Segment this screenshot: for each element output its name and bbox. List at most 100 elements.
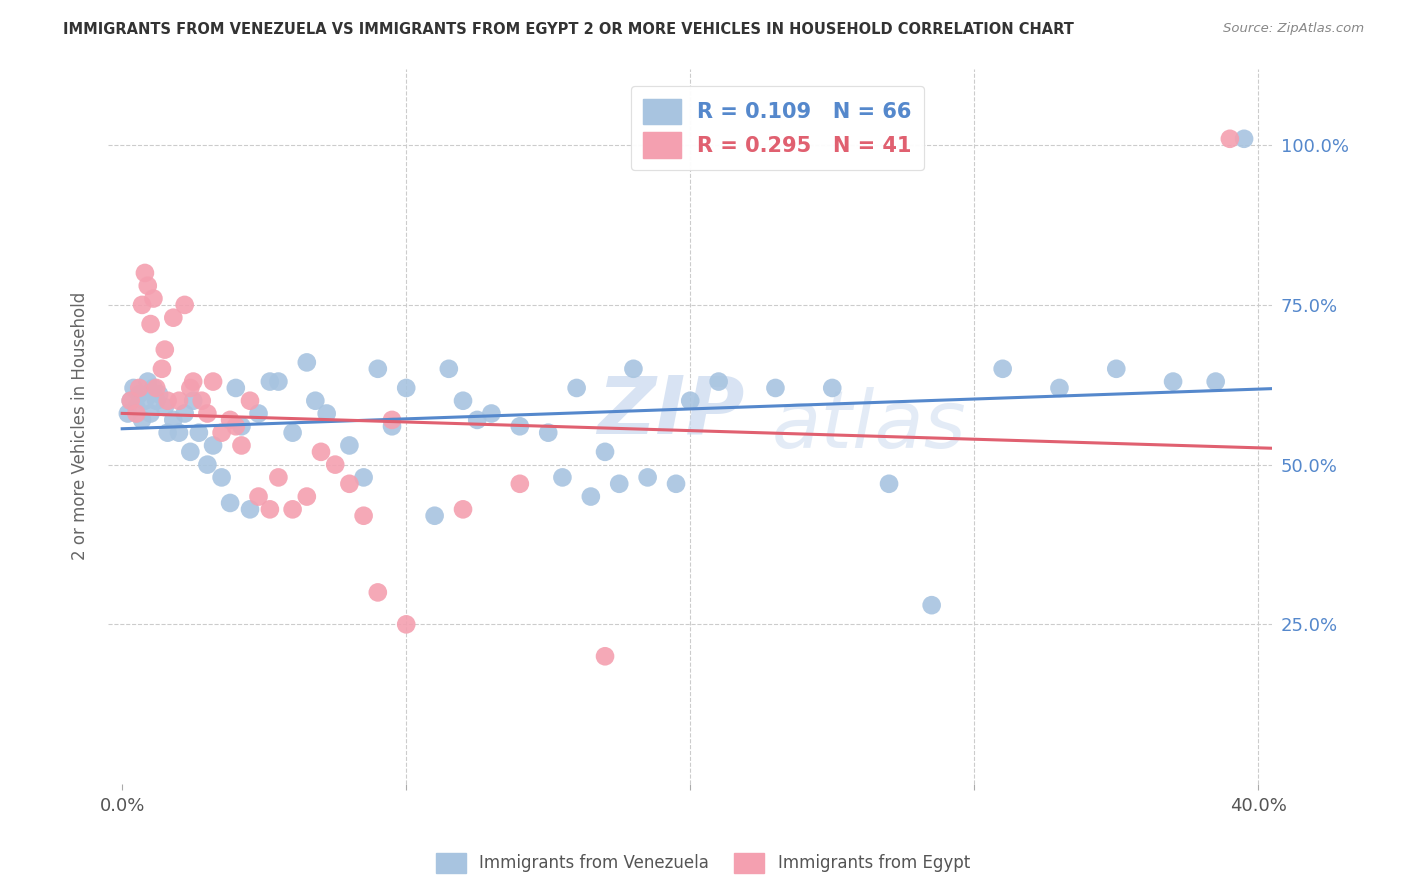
Point xyxy=(565,381,588,395)
Point xyxy=(239,393,262,408)
Point xyxy=(267,470,290,484)
Point xyxy=(145,381,167,395)
Point xyxy=(150,361,173,376)
Point xyxy=(465,413,488,427)
Point xyxy=(197,458,219,472)
Point xyxy=(167,425,190,440)
Point xyxy=(142,381,165,395)
Point xyxy=(167,393,190,408)
Point xyxy=(153,400,176,414)
Point xyxy=(231,419,253,434)
Point xyxy=(1205,375,1227,389)
Point xyxy=(367,361,389,376)
Text: ZIP: ZIP xyxy=(598,373,744,451)
Point xyxy=(156,393,179,408)
Point xyxy=(120,393,142,408)
Point xyxy=(179,445,201,459)
Point xyxy=(309,445,332,459)
Text: IMMIGRANTS FROM VENEZUELA VS IMMIGRANTS FROM EGYPT 2 OR MORE VEHICLES IN HOUSEHO: IMMIGRANTS FROM VENEZUELA VS IMMIGRANTS … xyxy=(63,22,1074,37)
Point xyxy=(136,375,159,389)
Point xyxy=(247,407,270,421)
Point xyxy=(593,445,616,459)
Point xyxy=(607,476,630,491)
Point xyxy=(211,425,233,440)
Point xyxy=(128,381,150,395)
Point xyxy=(128,387,150,401)
Point xyxy=(162,413,184,427)
Point xyxy=(197,407,219,421)
Point xyxy=(142,292,165,306)
Point xyxy=(139,317,162,331)
Point xyxy=(122,381,145,395)
Point xyxy=(339,476,361,491)
Point xyxy=(1049,381,1071,395)
Point xyxy=(125,400,148,414)
Point xyxy=(153,343,176,357)
Point xyxy=(139,407,162,421)
Y-axis label: 2 or more Vehicles in Household: 2 or more Vehicles in Household xyxy=(72,293,89,560)
Point xyxy=(821,381,844,395)
Point xyxy=(593,649,616,664)
Point xyxy=(295,490,318,504)
Point xyxy=(323,458,346,472)
Point xyxy=(991,361,1014,376)
Point xyxy=(451,502,474,516)
Point xyxy=(295,355,318,369)
Point xyxy=(1219,132,1241,146)
Point xyxy=(190,393,212,408)
Point xyxy=(156,425,179,440)
Point xyxy=(187,425,209,440)
Point xyxy=(353,508,375,523)
Point xyxy=(134,393,156,408)
Point xyxy=(381,419,404,434)
Point xyxy=(179,381,201,395)
Point xyxy=(219,413,242,427)
Point xyxy=(1233,132,1256,146)
Point xyxy=(259,502,281,516)
Point xyxy=(173,407,195,421)
Point xyxy=(281,502,304,516)
Point xyxy=(225,381,247,395)
Point xyxy=(381,413,404,427)
Point xyxy=(136,278,159,293)
Point xyxy=(304,393,326,408)
Point xyxy=(637,470,659,484)
Point xyxy=(423,508,446,523)
Point xyxy=(211,470,233,484)
Point xyxy=(225,419,247,434)
Point xyxy=(623,361,645,376)
Point xyxy=(395,381,418,395)
Point xyxy=(131,298,153,312)
Point xyxy=(339,438,361,452)
Point xyxy=(134,266,156,280)
Point xyxy=(921,598,943,612)
Legend: R = 0.109   N = 66, R = 0.295   N = 41: R = 0.109 N = 66, R = 0.295 N = 41 xyxy=(631,87,924,170)
Point xyxy=(707,375,730,389)
Point xyxy=(395,617,418,632)
Point xyxy=(162,310,184,325)
Text: Source: ZipAtlas.com: Source: ZipAtlas.com xyxy=(1223,22,1364,36)
Point xyxy=(353,470,375,484)
Point xyxy=(181,375,204,389)
Point xyxy=(173,298,195,312)
Point xyxy=(437,361,460,376)
Point xyxy=(509,476,531,491)
Point xyxy=(202,438,225,452)
Point xyxy=(247,490,270,504)
Point xyxy=(877,476,900,491)
Point xyxy=(239,502,262,516)
Text: atlas: atlas xyxy=(772,387,966,466)
Point xyxy=(281,425,304,440)
Point xyxy=(148,387,170,401)
Point xyxy=(231,438,253,452)
Point xyxy=(481,407,503,421)
Point xyxy=(315,407,337,421)
Point xyxy=(367,585,389,599)
Point xyxy=(131,413,153,427)
Point xyxy=(145,393,167,408)
Point xyxy=(1105,361,1128,376)
Point xyxy=(1161,375,1184,389)
Point xyxy=(267,375,290,389)
Point xyxy=(219,496,242,510)
Point xyxy=(451,393,474,408)
